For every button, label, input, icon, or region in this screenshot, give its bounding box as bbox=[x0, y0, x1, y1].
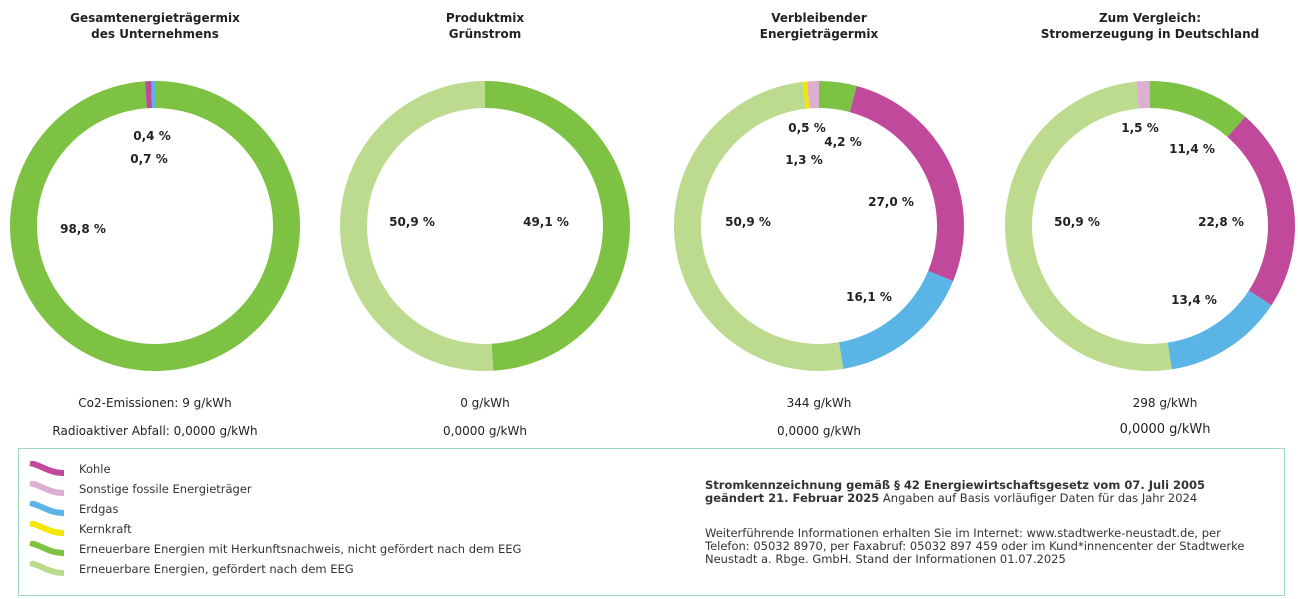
donut-slice bbox=[807, 81, 819, 109]
chart-title-gesamt: Gesamtenergieträgermix des Unternehmens bbox=[70, 11, 240, 41]
data-label: 49,1 % bbox=[523, 215, 569, 229]
radioactive-waste: Radioaktiver Abfall: 0,0000 g/kWh bbox=[52, 424, 258, 438]
donut-slice bbox=[340, 81, 494, 371]
note-heading: Stromkennzeichnung gemäß § 42 Energiewir… bbox=[705, 478, 1206, 505]
chart-title-verbleibend: Verbleibender Energieträgermix bbox=[759, 11, 879, 41]
donut-slice bbox=[10, 81, 301, 371]
data-label: 27,0 % bbox=[868, 195, 914, 209]
data-label: 22,8 % bbox=[1198, 215, 1244, 229]
data-label: 4,2 % bbox=[824, 135, 861, 149]
radioactive-waste: 0,0000 g/kWh bbox=[443, 424, 527, 438]
donut-chart-verbleibend: 0,5 % 4,2 % 1,3 % 27,0 % 50,9 % 16,1 % bbox=[673, 81, 964, 371]
data-label: 50,9 % bbox=[389, 215, 435, 229]
data-label: 0,4 % bbox=[133, 129, 170, 143]
legend-swatch-icon bbox=[29, 521, 65, 536]
chart-title-deutschland: Zum Vergleich: Stromerzeugung in Deutsch… bbox=[1040, 11, 1260, 41]
co2-emissions: 298 g/kWh bbox=[1132, 396, 1198, 410]
donut-slice bbox=[849, 86, 964, 282]
donut-slice bbox=[1227, 116, 1295, 306]
co2-emissions: 344 g/kWh bbox=[786, 396, 852, 410]
data-label: 50,9 % bbox=[725, 215, 771, 229]
chart-title-produktmix: Produktmix Grünstrom bbox=[445, 11, 525, 41]
donut-slice bbox=[838, 270, 954, 369]
legend-swatch-icon bbox=[29, 561, 65, 576]
legend-swatch-icon bbox=[29, 461, 65, 476]
legend-swatch-icon bbox=[29, 541, 65, 556]
data-label: 1,5 % bbox=[1121, 121, 1158, 135]
radioactive-waste: 0,0000 g/kWh bbox=[777, 424, 861, 438]
co2-label: Co2-Emissionen: bbox=[78, 396, 179, 410]
data-label: 1,3 % bbox=[785, 153, 822, 167]
donut-slice bbox=[151, 81, 155, 109]
waste-label: Radioaktiver Abfall: bbox=[52, 424, 170, 438]
note-info: Weiterführende Informationen erhalten Si… bbox=[705, 526, 1245, 566]
data-label: 16,1 % bbox=[846, 290, 892, 304]
donut-slice bbox=[1167, 290, 1272, 370]
data-label: 13,4 % bbox=[1171, 293, 1217, 307]
donut-slice bbox=[802, 81, 810, 109]
donut-slice bbox=[673, 81, 844, 371]
co2-emissions: 0 g/kWh bbox=[460, 396, 510, 410]
data-label: 98,8 % bbox=[60, 222, 106, 236]
donut-slice bbox=[485, 81, 631, 371]
info-note: Stromkennzeichnung gemäß § 42 Energiewir… bbox=[705, 479, 1265, 566]
radioactive-waste: 0,0000 g/kWh bbox=[1119, 422, 1211, 437]
donut-chart-deutschland: 1,5 % 11,4 % 22,8 % 50,9 % 13,4 % bbox=[1004, 81, 1295, 372]
donut-chart-produktmix: 50,9 % 49,1 % bbox=[340, 81, 631, 371]
co2-emissions: Co2-Emissionen: 9 g/kWh bbox=[78, 396, 232, 410]
donut-chart-gesamt: 0,4 % 0,7 % 98,8 % bbox=[10, 81, 301, 371]
data-label: 11,4 % bbox=[1169, 142, 1215, 156]
data-label: 0,7 % bbox=[130, 152, 167, 166]
legend-box: Kohle Sonstige fossile Energieträger Erd… bbox=[18, 448, 1285, 596]
donut-slice bbox=[144, 81, 153, 109]
legend-swatch-icon bbox=[29, 501, 65, 516]
data-label: 50,9 % bbox=[1054, 215, 1100, 229]
donut-slice bbox=[1136, 81, 1150, 109]
donut-slice bbox=[1150, 81, 1246, 137]
donut-slice bbox=[1004, 81, 1172, 372]
donut-slice bbox=[819, 81, 857, 113]
legend-swatch-icon bbox=[29, 481, 65, 496]
data-label: 0,5 % bbox=[788, 121, 825, 135]
